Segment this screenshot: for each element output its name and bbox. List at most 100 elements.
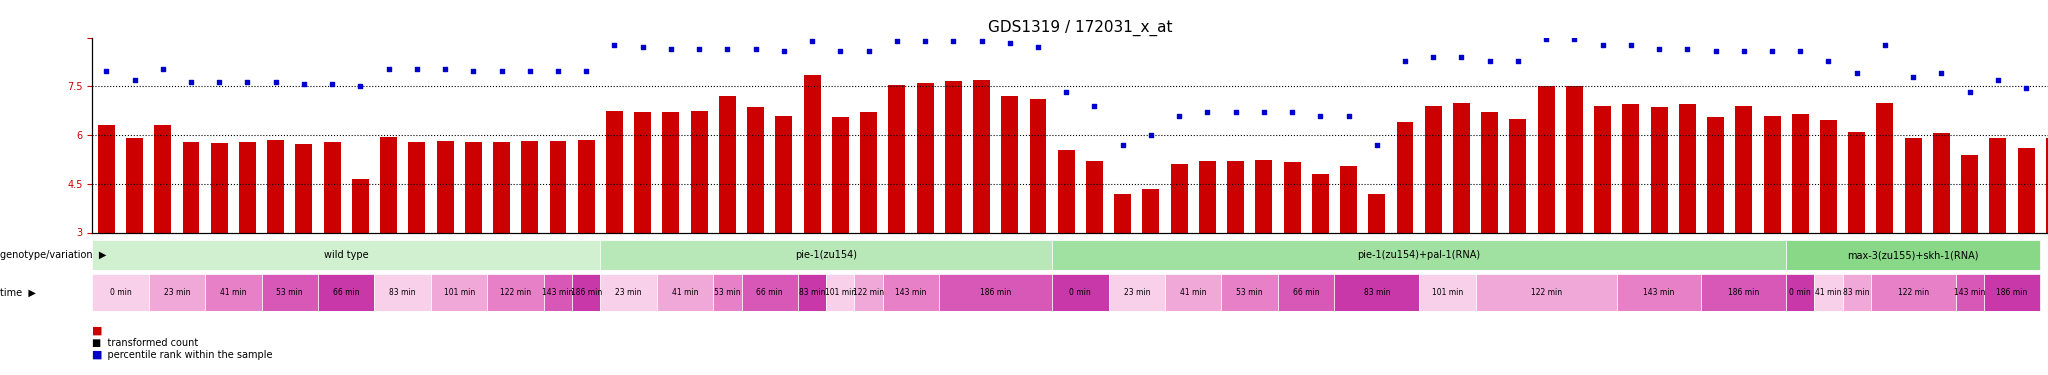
Point — [1642, 46, 1675, 52]
Point — [287, 81, 319, 87]
Text: 41 min: 41 min — [1180, 288, 1206, 297]
Point — [1389, 58, 1421, 64]
Point — [1784, 48, 1817, 54]
Point — [1954, 89, 1987, 95]
Bar — [1425, 106, 1442, 232]
Text: 83 min: 83 min — [389, 288, 416, 297]
Bar — [436, 141, 453, 232]
Text: 23 min: 23 min — [1124, 288, 1151, 297]
Point — [231, 80, 264, 86]
Point — [174, 80, 207, 86]
Point — [598, 42, 631, 48]
Bar — [1622, 104, 1638, 232]
Point — [852, 48, 885, 54]
Bar — [522, 141, 539, 232]
Point — [1219, 109, 1251, 115]
Bar — [690, 111, 709, 232]
Bar — [918, 83, 934, 232]
FancyBboxPatch shape — [1053, 274, 1108, 311]
Bar — [1538, 86, 1554, 232]
FancyBboxPatch shape — [1108, 274, 1165, 311]
Point — [1982, 77, 2015, 83]
Point — [1559, 36, 1591, 42]
Bar — [1481, 112, 1499, 232]
FancyBboxPatch shape — [1419, 274, 1475, 311]
Text: ■: ■ — [92, 350, 102, 360]
Point — [1192, 109, 1225, 115]
FancyBboxPatch shape — [600, 274, 657, 311]
Bar — [2046, 138, 2048, 232]
Text: 83 min: 83 min — [799, 288, 825, 297]
Point — [1106, 142, 1139, 148]
FancyBboxPatch shape — [1956, 274, 1985, 311]
Bar — [889, 85, 905, 232]
Text: 122 min: 122 min — [854, 288, 885, 297]
Point — [1755, 48, 1788, 54]
Point — [344, 83, 377, 89]
Bar — [803, 75, 821, 232]
Point — [1726, 48, 1759, 54]
Point — [1587, 42, 1620, 48]
Bar — [381, 136, 397, 232]
Bar — [748, 107, 764, 232]
Text: 122 min: 122 min — [1898, 288, 1929, 297]
Point — [881, 38, 913, 44]
Bar — [408, 141, 426, 232]
Text: 53 min: 53 min — [715, 288, 741, 297]
FancyBboxPatch shape — [430, 274, 487, 311]
Text: 101 min: 101 min — [444, 288, 475, 297]
Text: 186 min: 186 min — [981, 288, 1012, 297]
Bar — [1397, 122, 1413, 232]
Point — [936, 38, 969, 44]
Point — [655, 46, 688, 52]
Text: 143 min: 143 min — [543, 288, 573, 297]
Point — [682, 46, 715, 52]
Text: 143 min: 143 min — [895, 288, 926, 297]
Bar — [831, 117, 848, 232]
Bar — [1057, 150, 1075, 232]
Bar — [1905, 138, 1921, 232]
Bar — [635, 112, 651, 232]
Point — [203, 80, 236, 86]
Bar — [1198, 161, 1217, 232]
Bar — [1876, 102, 1894, 232]
Bar — [2017, 148, 2034, 232]
Point — [514, 68, 547, 74]
Text: pie-1(zu154)+pal-1(RNA): pie-1(zu154)+pal-1(RNA) — [1358, 250, 1481, 260]
Bar — [1339, 166, 1358, 232]
Bar — [719, 96, 735, 232]
Point — [768, 48, 801, 54]
Bar — [1567, 86, 1583, 232]
Text: 66 min: 66 min — [756, 288, 782, 297]
Bar — [662, 112, 680, 232]
FancyBboxPatch shape — [1843, 274, 1872, 311]
Text: 186 min: 186 min — [1997, 288, 2028, 297]
Bar — [1792, 114, 1808, 232]
Point — [627, 44, 659, 50]
FancyBboxPatch shape — [487, 274, 545, 311]
Bar — [973, 80, 989, 232]
FancyBboxPatch shape — [713, 274, 741, 311]
Point — [401, 66, 434, 72]
Bar — [1962, 154, 1978, 232]
Bar — [465, 142, 481, 232]
FancyBboxPatch shape — [1165, 274, 1221, 311]
Bar — [266, 140, 285, 232]
Text: 83 min: 83 min — [1364, 288, 1391, 297]
Text: 101 min: 101 min — [1432, 288, 1462, 297]
Text: ■  transformed count
■  percentile rank within the sample: ■ transformed count ■ percentile rank wi… — [92, 338, 272, 360]
Text: 186 min: 186 min — [571, 288, 602, 297]
Bar — [1114, 194, 1130, 232]
Text: wild type: wild type — [324, 250, 369, 260]
FancyBboxPatch shape — [940, 274, 1053, 311]
Bar — [1509, 119, 1526, 232]
Title: GDS1319 / 172031_x_at: GDS1319 / 172031_x_at — [987, 20, 1174, 36]
Bar — [606, 111, 623, 232]
Point — [457, 68, 489, 74]
FancyBboxPatch shape — [150, 274, 205, 311]
Bar — [1030, 99, 1047, 232]
Point — [428, 66, 461, 72]
FancyBboxPatch shape — [1335, 274, 1419, 311]
Text: 23 min: 23 min — [614, 288, 641, 297]
Bar — [1847, 132, 1866, 232]
